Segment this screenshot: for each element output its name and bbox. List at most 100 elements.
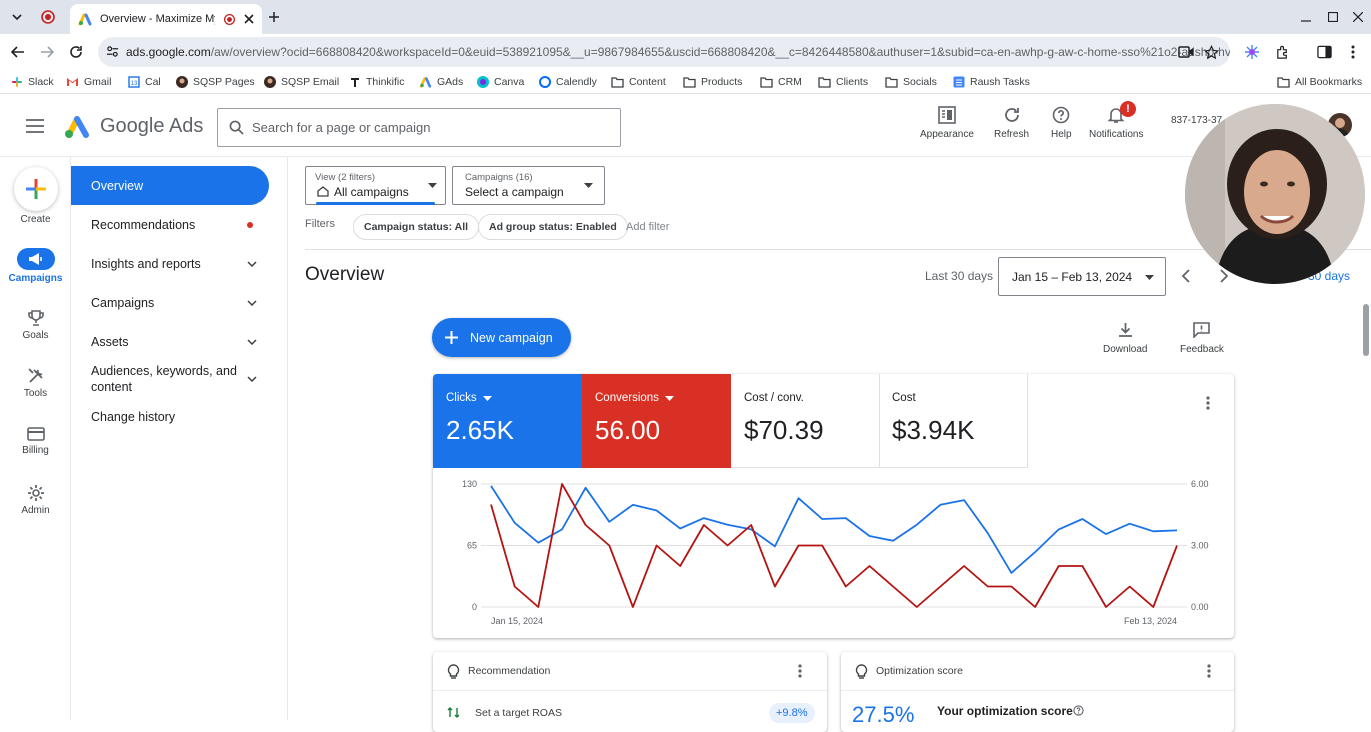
view-filter-dropdown[interactable]: View (2 filters) All campaigns	[305, 166, 446, 205]
optimization-score-subtitle: Your optimization score	[937, 704, 1073, 718]
bookmark-star-icon[interactable]	[1201, 42, 1221, 62]
appearance-button[interactable]: Appearance	[920, 106, 974, 140]
metric-clicks[interactable]: Clicks 2.65K	[433, 374, 582, 468]
rail-campaigns-pill	[16, 248, 55, 270]
bookmark-folder-content[interactable]: Content	[611, 73, 666, 91]
feedback-button[interactable]: Feedback	[1180, 322, 1224, 355]
bookmark-gmail[interactable]: Gmail	[66, 73, 111, 91]
all-bookmarks[interactable]: All Bookmarks	[1277, 73, 1362, 91]
page-scrollbar[interactable]	[1363, 304, 1369, 356]
nav-insights[interactable]: Insights and reports	[71, 244, 269, 283]
maximize-button[interactable]	[1318, 0, 1348, 34]
puzzle-icon[interactable]	[1272, 42, 1292, 62]
extension-icon[interactable]	[1242, 42, 1262, 62]
google-ads-logo[interactable]	[64, 115, 92, 139]
nav-assets[interactable]: Assets	[71, 322, 269, 361]
notifications-button[interactable]: Notifications	[1089, 106, 1143, 140]
chevron-down-icon	[247, 260, 257, 267]
browser-menu-icon[interactable]	[1343, 42, 1363, 62]
new-tab-button[interactable]	[266, 9, 282, 25]
folder-icon	[683, 76, 696, 89]
nav-change-history[interactable]: Change history	[71, 399, 269, 435]
new-campaign-button[interactable]: New campaign	[432, 318, 571, 357]
add-filter-button[interactable]: Add filter	[626, 221, 670, 233]
bookmark-slack[interactable]: Slack	[10, 73, 54, 91]
minimize-button[interactable]	[1291, 0, 1321, 34]
filter-chip-ad-group-status[interactable]: Ad group status: Enabled	[478, 214, 628, 240]
appearance-icon	[938, 106, 956, 124]
site-settings-icon[interactable]	[106, 45, 119, 58]
filter-chip-label: Ad group status: Enabled	[489, 221, 617, 233]
help-button[interactable]: Help	[1051, 106, 1072, 140]
left-rail: Create Campaigns Goals Tools Billing Adm…	[0, 157, 71, 720]
metric-cost[interactable]: Cost $3.94K	[879, 374, 1028, 468]
rail-campaigns[interactable]: Campaigns	[0, 248, 71, 284]
forward-button[interactable]	[37, 42, 57, 62]
bookmark-sqsp-email[interactable]: SQSP Email	[263, 73, 339, 91]
plus-icon	[269, 12, 279, 22]
download-button[interactable]: Download	[1103, 322, 1147, 355]
side-panel-icon[interactable]	[1314, 42, 1334, 62]
y-left-tick-label: 130	[462, 479, 477, 489]
refresh-button[interactable]: Refresh	[994, 106, 1029, 140]
main-menu-button[interactable]	[26, 119, 44, 133]
help-icon[interactable]	[1073, 705, 1084, 716]
recommendation-title: Recommendation	[468, 665, 551, 677]
create-fab[interactable]	[13, 167, 58, 211]
metric-cost-per-conv[interactable]: Cost / conv. $70.39	[731, 374, 880, 468]
close-icon[interactable]	[244, 14, 254, 24]
more-vert-icon[interactable]	[1207, 664, 1211, 678]
nav-campaigns[interactable]: Campaigns	[71, 283, 269, 322]
bookmark-calendly[interactable]: Calendly	[538, 73, 597, 91]
bookmark-folder-crm[interactable]: CRM	[760, 73, 802, 91]
bookmark-folder-products[interactable]: Products	[683, 73, 742, 91]
record-icon	[223, 13, 236, 25]
nav-overview[interactable]: Overview	[71, 166, 269, 205]
reload-button[interactable]	[66, 42, 86, 62]
bookmark-raush-tasks[interactable]: Raush Tasks	[952, 73, 1030, 91]
account-id[interactable]: 837-173-37	[1171, 115, 1223, 126]
plus-icon	[445, 331, 458, 344]
more-vert-icon[interactable]	[1206, 396, 1210, 410]
date-range-picker[interactable]: Jan 15 – Feb 13, 2024	[998, 257, 1166, 296]
nav-label: Campaigns	[91, 295, 155, 310]
previous-period-icon[interactable]	[1181, 269, 1190, 283]
tab-google-ads[interactable]: Overview - Maximize My Sc	[70, 4, 262, 34]
cast-icon[interactable]	[1176, 42, 1196, 62]
rail-tools[interactable]: Tools	[0, 367, 71, 399]
filter-divider	[305, 249, 1371, 250]
feedback-label: Feedback	[1180, 344, 1224, 355]
rail-billing[interactable]: Billing	[0, 426, 71, 456]
bookmark-sqsp-pages[interactable]: SQSP Pages	[175, 73, 255, 91]
nav-audiences[interactable]: Audiences, keywords, and content	[71, 361, 269, 397]
back-button[interactable]	[8, 42, 28, 62]
bookmark-folder-socials[interactable]: Socials	[885, 73, 937, 91]
address-bar[interactable]: ads.google.com/aw/overview?ocid=66880842…	[98, 37, 1230, 67]
bookmark-folder-clients[interactable]: Clients	[818, 73, 868, 91]
hamburger-icon	[26, 119, 44, 133]
search-input[interactable]: Search for a page or campaign	[217, 108, 621, 147]
filter-chip-campaign-status[interactable]: Campaign status: All	[353, 214, 480, 240]
date-range-value: Jan 15 – Feb 13, 2024	[1012, 270, 1133, 284]
dropdown-arrow-icon	[1145, 275, 1154, 280]
bookmark-canva[interactable]: Canva	[476, 73, 524, 91]
bookmark-thinkific[interactable]: Thinkific	[348, 73, 405, 91]
create-button[interactable]: Create	[0, 167, 71, 225]
metric-conversions[interactable]: Conversions 56.00	[582, 374, 731, 468]
nav-recommendations[interactable]: Recommendations	[71, 205, 269, 244]
pinned-tab[interactable]	[40, 9, 56, 25]
tab-search-button[interactable]	[8, 8, 26, 26]
recommendation-item[interactable]: Set a target ROAS	[475, 707, 562, 719]
next-period-icon[interactable]	[1220, 269, 1229, 283]
bookmark-gads[interactable]: GAds	[419, 73, 463, 91]
bookmark-cal[interactable]: 13 Cal	[127, 73, 161, 91]
rail-goals[interactable]: Goals	[0, 309, 71, 341]
bookmark-label: Thinkific	[366, 76, 405, 88]
rail-admin[interactable]: Admin	[0, 484, 71, 516]
close-window-button[interactable]	[1343, 0, 1371, 34]
x-tick-label: Jan 15, 2024	[491, 616, 543, 626]
help-icon	[1052, 106, 1070, 124]
campaign-select-dropdown[interactable]: Campaigns (16) Select a campaign	[452, 166, 605, 205]
card-divider	[433, 690, 827, 691]
more-vert-icon[interactable]	[798, 664, 802, 678]
